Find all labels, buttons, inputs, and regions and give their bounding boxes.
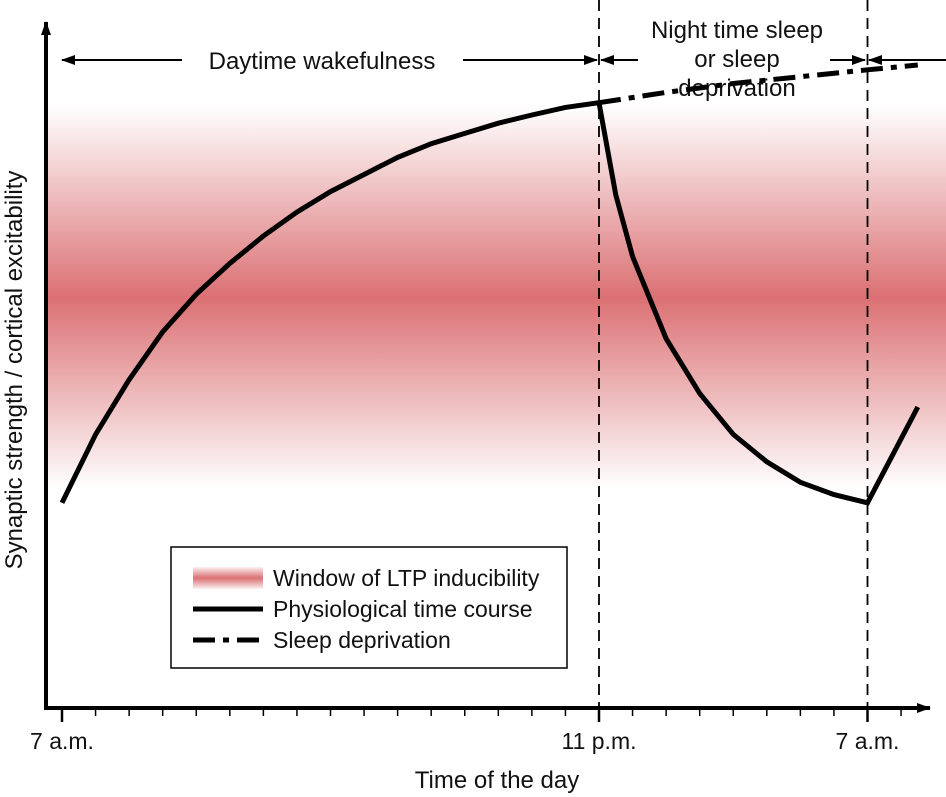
- legend-label-physiological: Physiological time course: [273, 596, 533, 622]
- legend-label-sleep-deprivation: Sleep deprivation: [273, 627, 451, 653]
- x-tick-label-2: 7 a.m.: [836, 728, 900, 754]
- legend: Window of LTP inducibility Physiological…: [170, 546, 568, 669]
- y-axis-label: Synaptic strength / cortical excitabilit…: [1, 171, 28, 570]
- x-tick-label-1: 11 p.m.: [562, 728, 637, 754]
- period-label-night-line-0: Night time sleep: [651, 17, 823, 44]
- series-sleep-deprivation-line: [598, 62, 919, 106]
- x-tick-label-0: 7 a.m.: [30, 728, 94, 754]
- series-physiological-time-course-line: [59, 99, 921, 506]
- period-label-daytime: Daytime wakefulness: [209, 48, 436, 75]
- legend-swatch-ltp-window: [193, 567, 263, 589]
- x-axis-tick-labels: 7 a.m. 11 p.m. 7 a.m.: [30, 728, 899, 754]
- period-label-night-line-1: or sleep: [694, 46, 779, 73]
- x-axis-label: Time of the day: [415, 767, 580, 794]
- x-axis-ticks: [60, 708, 902, 722]
- legend-label-ltp-window: Window of LTP inducibility: [273, 565, 540, 591]
- ltp-window-band: [46, 106, 946, 490]
